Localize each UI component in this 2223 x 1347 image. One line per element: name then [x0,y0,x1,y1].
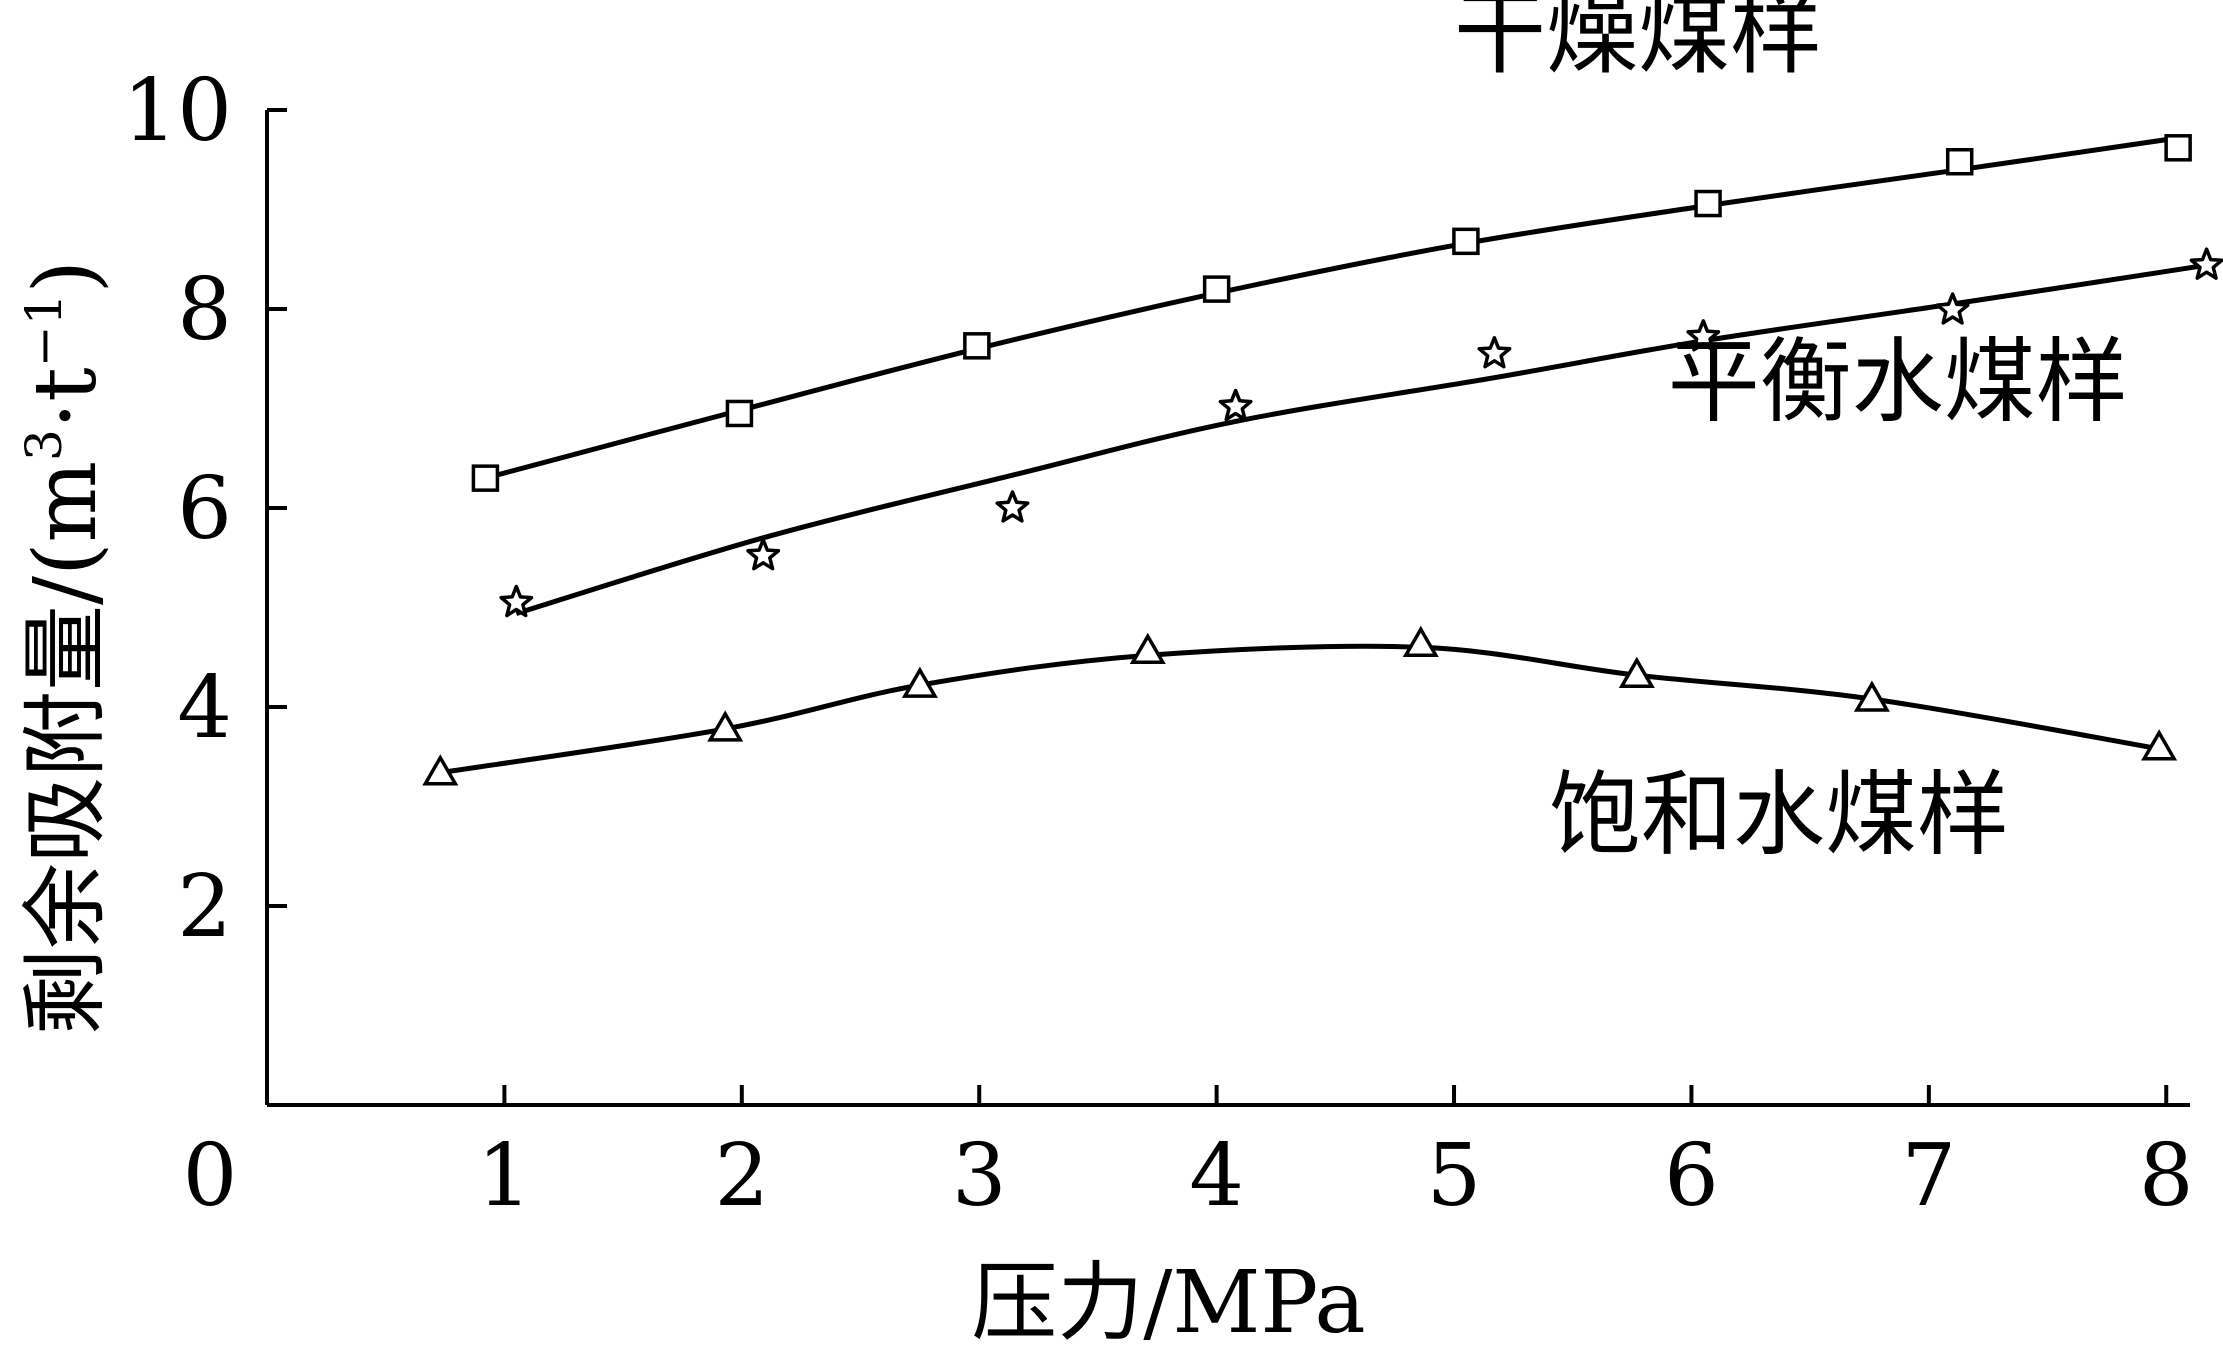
x-tick-label-3: 3 [952,1126,1007,1226]
series-layer [422,134,2223,786]
series-1-point-2 [725,399,754,428]
x-tick-label-2: 2 [714,1126,769,1226]
x-tick-label-8: 8 [2139,1126,2194,1226]
series-2-point-2 [746,538,781,571]
ticks [267,108,2169,1105]
y-axis-label-close: ) [16,260,116,294]
series-3-point-8 [2141,729,2178,761]
series-2-point-6 [1686,319,1721,352]
series-1-point-6 [1694,189,1722,218]
x-tick-label-4: 4 [1189,1126,1244,1226]
series-1-point-1 [471,464,500,492]
x-tick-label-1: 1 [477,1126,532,1226]
series-3-fit-line [439,643,2160,776]
series-3-point-2 [707,710,744,742]
series-1-label: 干燥煤样 [1454,0,1822,87]
y-tick-label-4: 8 [177,260,232,360]
series-2-point-7 [1935,292,1970,325]
series-1-point-3 [963,332,991,360]
series-1-point-4 [1202,275,1231,303]
series-1-point-7 [1945,147,1974,176]
series-2-point-3 [995,490,1030,523]
series-1-point-5 [1452,227,1480,256]
x-tick-label-5: 5 [1427,1126,1482,1226]
axes [265,110,2190,1107]
y-tick-label-5: 10 [123,61,232,161]
series-2-fit-line [515,262,2207,616]
y-axis-label: 剩余吸附量/(m3·t−1) [15,260,116,1035]
series-2-point-8 [2189,247,2223,280]
y-axis-label-main: 剩余吸附量/(m [16,461,116,1035]
series-3-label: 饱和水煤样 [1549,761,2009,868]
y-axis-label-mid: ·t [16,367,116,429]
y-axis-label-sup2: −1 [15,294,73,368]
tick-labels: 1 2 3 4 5 6 7 8 2 4 6 8 10 [123,61,2194,1226]
series-3-point-1 [422,754,459,786]
series-2 [499,247,2223,618]
series-2-point-5 [1477,336,1512,369]
series-3-point-6 [1618,656,1655,688]
y-axis-label-sup1: 3 [15,429,73,461]
series-2-point-1 [499,584,534,618]
y-tick-label-3: 6 [177,459,232,559]
series-3-point-3 [901,666,938,698]
series-3-point-4 [1129,632,1166,665]
series-1-fit-line [484,135,2179,481]
series-2-point-4 [1218,388,1253,422]
y-tick-label-1: 2 [177,857,232,957]
series-2-label: 平衡水煤样 [1668,328,2128,435]
x-tick-label-7: 7 [1901,1126,1956,1226]
series-3-point-7 [1853,680,1890,712]
origin-label: 0 [183,1126,238,1226]
y-tick-label-2: 4 [177,658,232,758]
series-3-point-5 [1402,625,1439,658]
series-3 [422,625,2178,786]
x-tick-label-6: 6 [1664,1126,1719,1226]
x-axis-label: 压力/MPa [971,1253,1365,1347]
series-1 [471,134,2192,492]
series-1-point-8 [2164,134,2192,162]
